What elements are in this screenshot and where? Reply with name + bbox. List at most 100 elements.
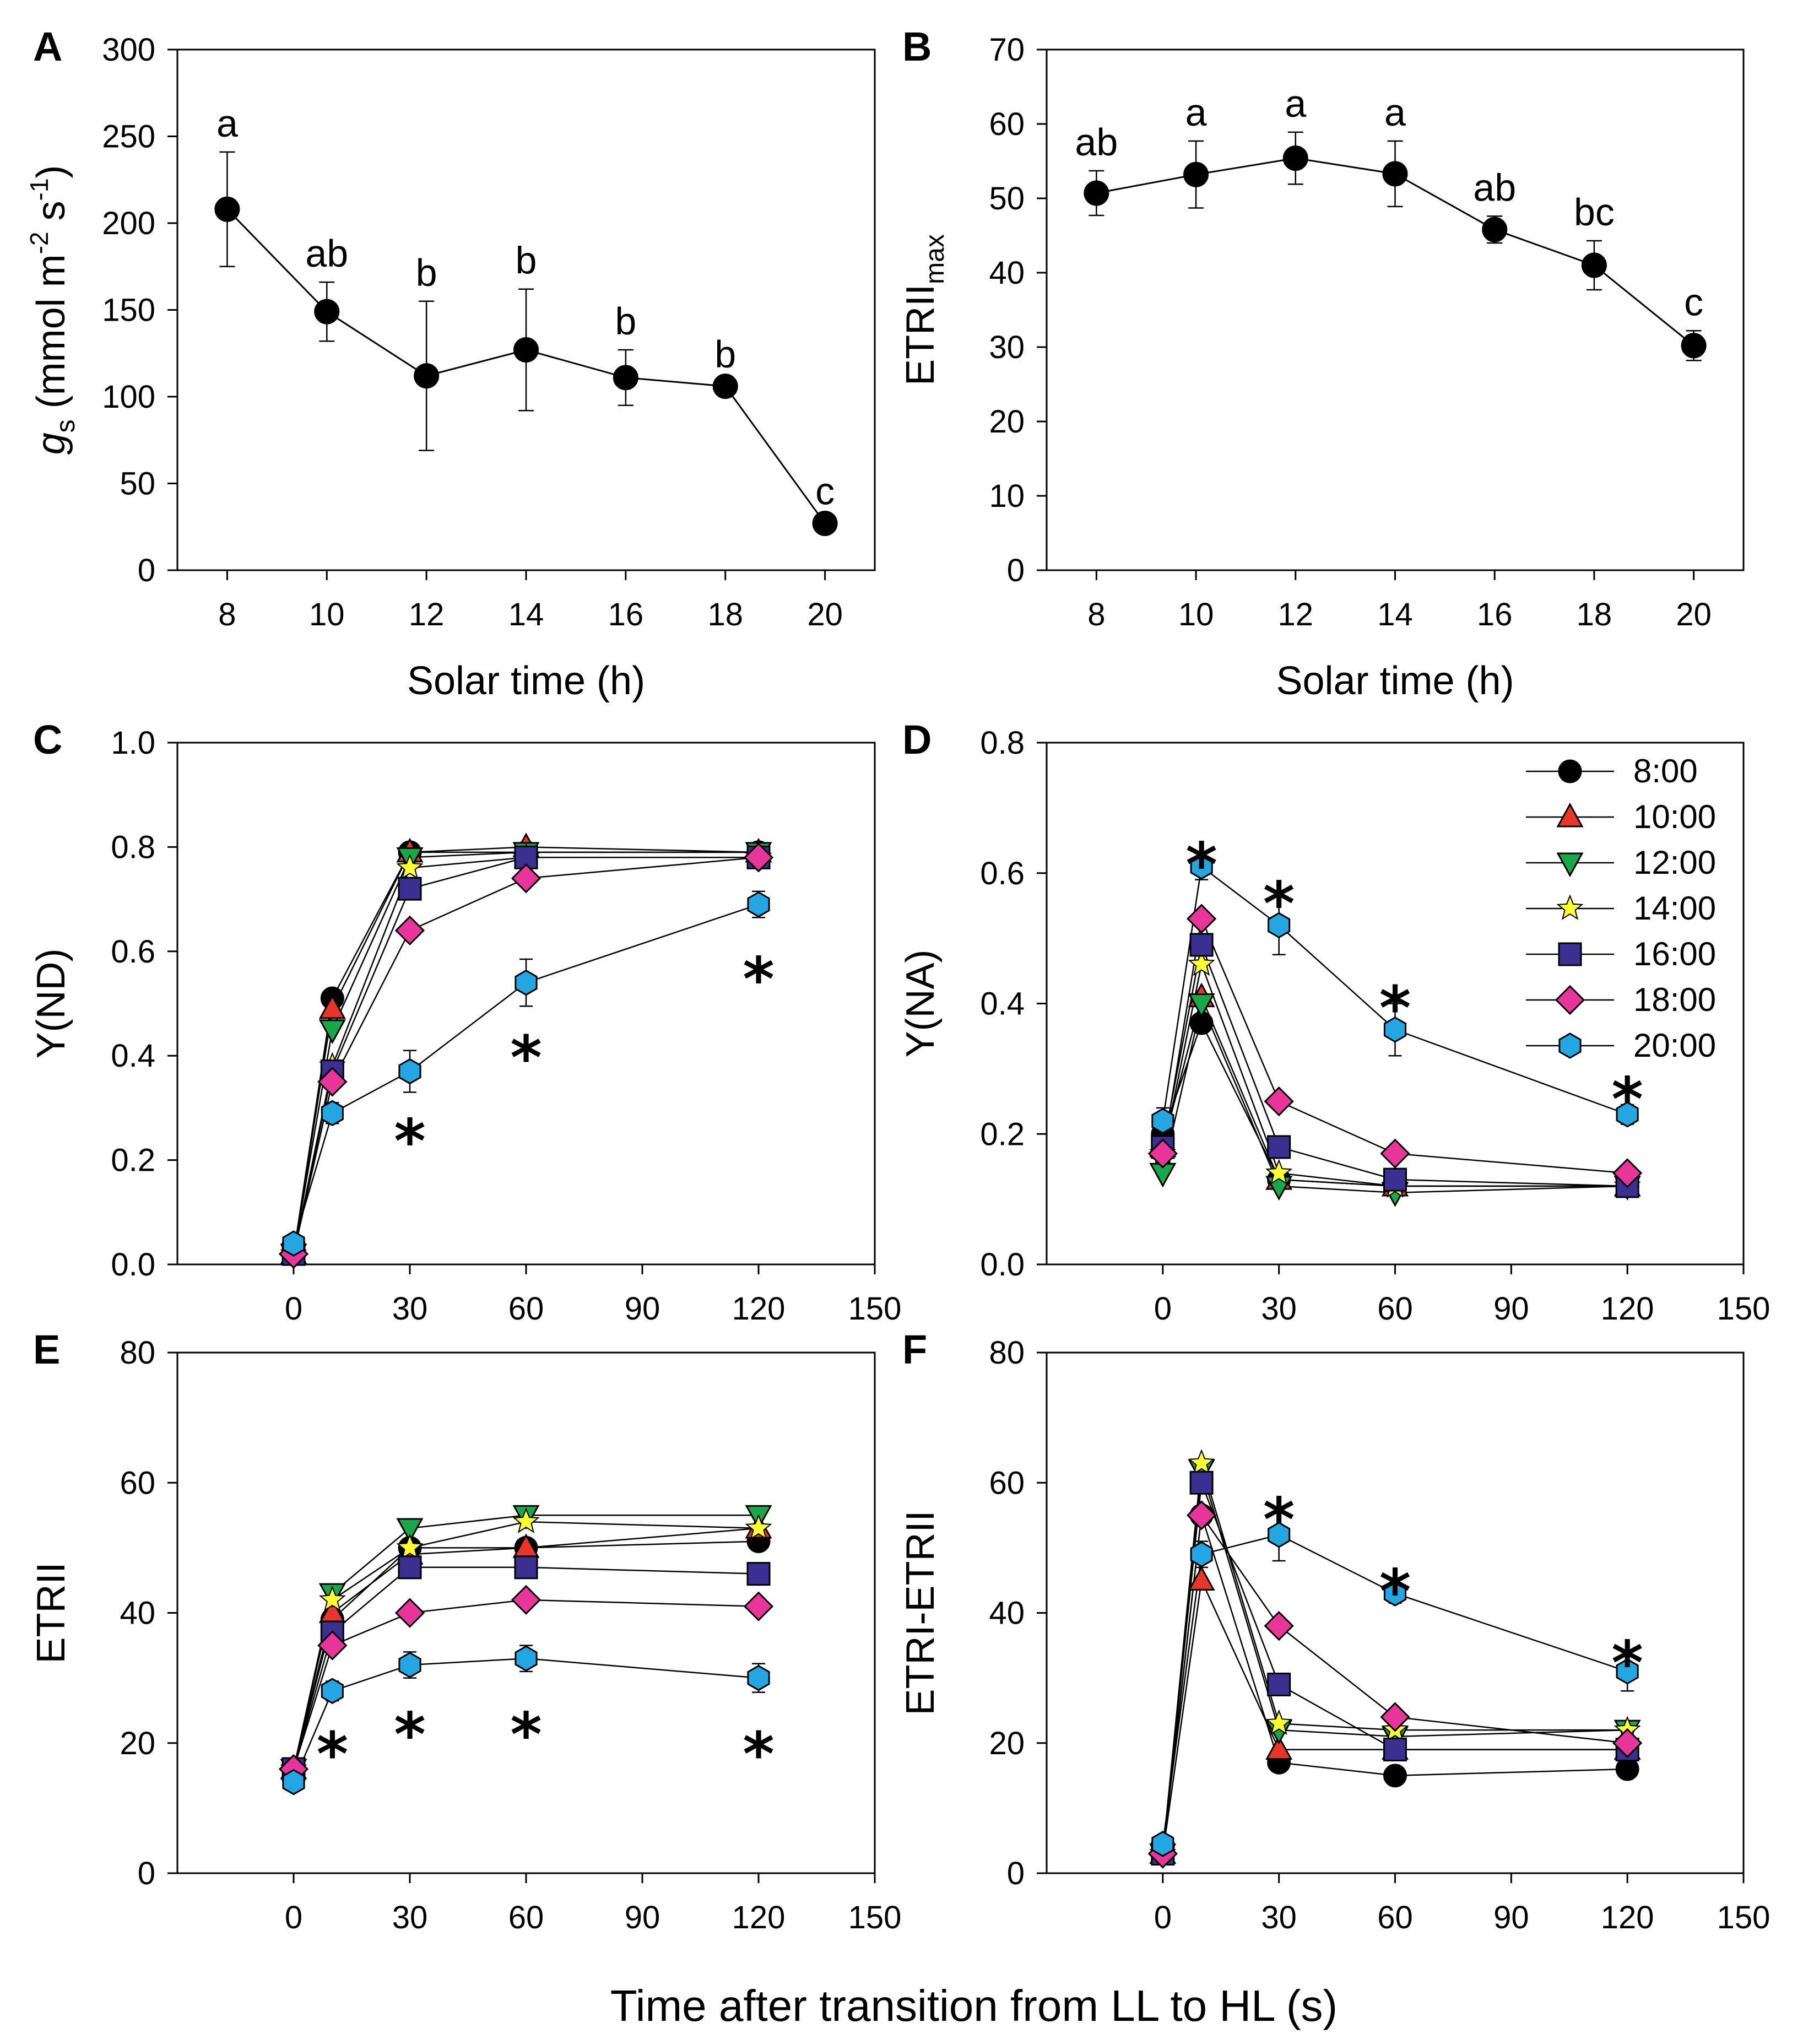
point-1400 [318, 1586, 346, 1612]
point-1800 [394, 915, 425, 946]
x-tick-label: 150 [1717, 1291, 1770, 1327]
data-point [1581, 252, 1607, 278]
x-tick-label: 120 [1601, 1291, 1654, 1327]
point-2000 [398, 1058, 421, 1085]
point-1600 [746, 1562, 771, 1586]
point-1800 [1264, 1611, 1294, 1641]
x-tick-label: 0 [285, 1291, 302, 1327]
y-tick-label: 50 [989, 181, 1025, 217]
x-tick-label: 20 [1676, 597, 1712, 632]
y-tick-label: 20 [120, 1726, 155, 1761]
y-tick-label: 20 [989, 1726, 1025, 1761]
significance-star: * [510, 1700, 542, 1770]
significance-letter: ab [1473, 166, 1516, 209]
y-tick-label: 50 [120, 466, 155, 502]
y-tick-label: 70 [989, 32, 1025, 68]
significance-letter: c [1684, 280, 1703, 323]
y-axis-label: ETRI-ETRII [898, 1511, 943, 1716]
y-tick-label: 0.8 [111, 829, 155, 865]
point-1800 [1380, 1702, 1410, 1732]
y-tick-label: 60 [120, 1465, 155, 1501]
legend-marker [1556, 852, 1584, 878]
point-1600 [1267, 1135, 1291, 1159]
significance-letter: a [1285, 82, 1306, 125]
significance-letter: b [714, 333, 736, 376]
significance-star: * [510, 1023, 542, 1093]
significance-letter: c [815, 470, 835, 513]
data-point [314, 299, 340, 325]
legend-label: 8:00 [1633, 753, 1698, 790]
data-point [1282, 145, 1308, 171]
x-tick-label: 90 [625, 1291, 660, 1327]
x-tick-label: 14 [1377, 597, 1413, 632]
ylabel-main: ETRII [29, 1562, 73, 1663]
point-1400 [1188, 950, 1215, 976]
significance-star: * [1379, 1556, 1411, 1627]
y-axis-label: Y(NA) [898, 950, 943, 1058]
y-tick-label: 300 [102, 32, 155, 68]
point-1600 [398, 1555, 422, 1580]
ylabel-unit: (mmol m [29, 254, 73, 419]
y-tick-label: 0.0 [111, 1247, 155, 1283]
significance-star: * [317, 1719, 349, 1789]
point-2000 [515, 969, 538, 996]
data-point [1183, 161, 1209, 187]
panel-letter: C [33, 717, 62, 763]
y-tick-label: 40 [120, 1596, 155, 1631]
point-2000 [1616, 1658, 1639, 1685]
ylabel-main: ETRII [898, 284, 943, 386]
data-point [712, 374, 738, 399]
point-1800 [1147, 1138, 1178, 1169]
x-tick-label: 18 [1577, 597, 1612, 632]
point-2000 [1383, 1580, 1407, 1607]
point-1400 [1265, 1159, 1293, 1185]
point-1400 [1265, 1709, 1293, 1735]
point-2000 [1151, 1107, 1174, 1134]
x-tick-label: 120 [1601, 1900, 1654, 1935]
point-800 [1383, 1764, 1407, 1788]
point-2000 [747, 891, 770, 918]
x-tick-label: 10 [1178, 597, 1214, 632]
point-2000 [1190, 1541, 1213, 1567]
point-1400 [512, 1507, 540, 1533]
y-tick-label: 0 [138, 553, 155, 588]
x-tick-label: 120 [732, 1291, 786, 1327]
point-1800 [394, 1598, 425, 1628]
y-tick-label: 0.6 [980, 856, 1025, 891]
legend-label: 14:00 [1633, 890, 1716, 927]
x-tick-label: 14 [508, 597, 544, 632]
legend-label: 10:00 [1633, 798, 1716, 835]
y-tick-label: 0.4 [980, 986, 1025, 1022]
data-point [513, 337, 539, 363]
legend-label: 16:00 [1633, 936, 1716, 972]
common-x-axis-label: Time after transition from LL to HL (s) [610, 1981, 1338, 2030]
point-2000 [1616, 1101, 1639, 1128]
point-2000 [1268, 912, 1291, 939]
point-1600 [1189, 1470, 1214, 1495]
point-2000 [1383, 1016, 1407, 1043]
point-1800 [1380, 1138, 1410, 1169]
point-2000 [321, 1100, 344, 1127]
point-1600 [1267, 1672, 1291, 1696]
significance-star: * [743, 1719, 775, 1789]
ylabel-mid: s [29, 201, 73, 231]
significance-letter: bc [1574, 191, 1615, 234]
y-tick-label: 80 [989, 1335, 1025, 1371]
x-tick-label: 12 [1278, 597, 1314, 632]
x-tick-label: 60 [1377, 1900, 1413, 1935]
significance-letter: b [615, 300, 636, 343]
point-1800 [1186, 1500, 1217, 1531]
y-tick-label: 1.0 [111, 725, 155, 761]
significance-letter: b [416, 251, 437, 294]
y-tick-label: 0.2 [111, 1143, 155, 1178]
y-tick-label: 0.4 [111, 1038, 155, 1074]
data-point [1084, 180, 1109, 206]
panel-letter: D [902, 717, 932, 763]
y-tick-label: 0 [1007, 1856, 1025, 1891]
y-tick-label: 150 [102, 293, 155, 328]
point-1600 [514, 1555, 538, 1580]
y-axis-label: ETRIImax [898, 234, 950, 386]
x-tick-label: 30 [1261, 1291, 1297, 1327]
ylabel-sup2: -1 [25, 179, 53, 201]
